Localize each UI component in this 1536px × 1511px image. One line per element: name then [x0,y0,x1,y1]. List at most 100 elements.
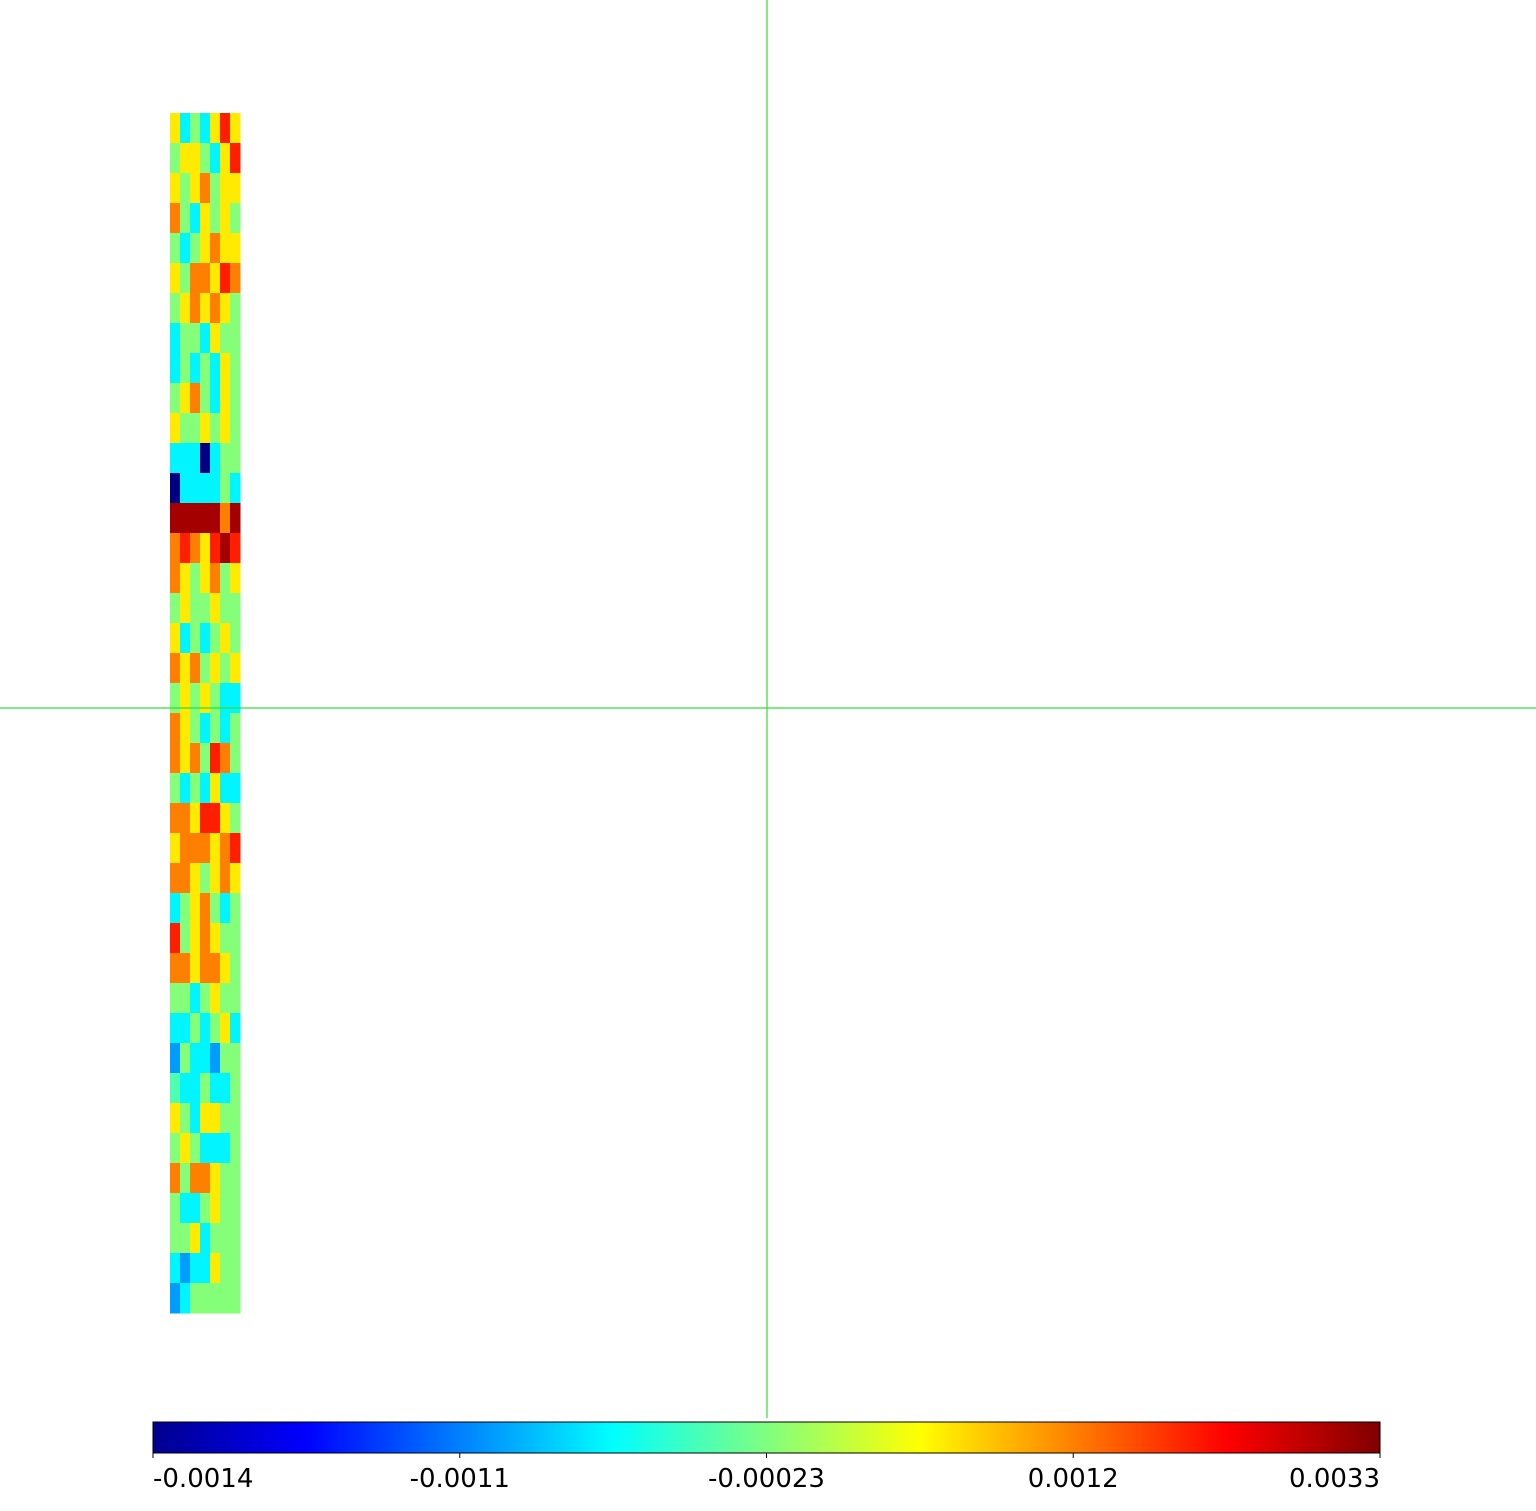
heatmap-cell [190,323,201,354]
heatmap-cell [220,293,231,324]
heatmap-cell [200,863,211,894]
heatmap-cell [220,473,231,504]
heatmap-cell [230,413,241,444]
heatmap-cell [170,1223,181,1254]
heatmap-cell [220,713,231,744]
heatmap-cell [180,533,191,564]
heatmap-cell [170,473,181,504]
heatmap-cell [180,1283,191,1314]
heatmap-cell [230,443,241,474]
heatmap-cell [210,503,221,534]
heatmap-cell [180,143,191,174]
heatmap-cell [180,593,191,624]
heatmap-cell [170,293,181,324]
heatmap-cell [180,383,191,414]
heatmap-cell [200,323,211,354]
heatmap-cell [210,1013,221,1044]
heatmap-cell [200,443,211,474]
heatmap-cell [170,203,181,234]
heatmap-cell [200,1223,211,1254]
heatmap-cell [210,1283,221,1314]
heatmap-cell [200,923,211,954]
heatmap-cell [190,503,201,534]
heatmap-cell [200,683,211,714]
heatmap-cell [170,743,181,774]
heatmap-cell [180,1163,191,1194]
heatmap-cell [220,263,231,294]
heatmap-cell [180,233,191,264]
heatmap-cell [190,1193,201,1224]
heatmap-cell [190,563,201,594]
heatmap-cell [220,1133,231,1164]
heatmap-cell [180,833,191,864]
heatmap-cell [210,323,221,354]
heatmap-cell [190,1223,201,1254]
heatmap-cell [210,953,221,984]
heatmap-cell [180,743,191,774]
heatmap-cell [170,383,181,414]
heatmap-cell [180,1103,191,1134]
heatmap-cell [230,1103,241,1134]
heatmap-cell [220,173,231,204]
heatmap-cell [220,503,231,534]
heatmap-cell [220,563,231,594]
heatmap-cell [200,473,211,504]
heatmap-cell [210,1073,221,1104]
heatmap-cell [230,953,241,984]
heatmap-cell [190,1133,201,1164]
heatmap-cell [210,773,221,804]
heatmap-cell [200,1193,211,1224]
heatmap-cell [170,1013,181,1044]
heatmap-cell [220,833,231,864]
heatmap-cell [180,443,191,474]
heatmap-cell [230,923,241,954]
heatmap-cell [220,233,231,264]
heatmap-cell [200,263,211,294]
heatmap-cell [230,563,241,594]
heatmap-cell [190,113,201,144]
heatmap-cell [220,1073,231,1104]
heatmap-cell [170,833,181,864]
heatmap-cell [210,1043,221,1074]
heatmap-cell [190,773,201,804]
heatmap-cell [190,893,201,924]
heatmap-cell [230,983,241,1014]
heatmap-cell [180,1253,191,1284]
heatmap-cell [190,1073,201,1104]
heatmap-cell [220,653,231,684]
heatmap-cell [200,713,211,744]
heatmap-cell [220,1043,231,1074]
heatmap-cell [230,1073,241,1104]
heatmap-cell [170,623,181,654]
heatmap-cell [230,293,241,324]
heatmap-cell [200,413,211,444]
heatmap-cell [230,1133,241,1164]
heatmap-cell [220,1163,231,1194]
heatmap-cell [190,713,201,744]
heatmap-cell [200,233,211,264]
heatmap-cell [180,893,191,924]
heatmap-cell [180,263,191,294]
heatmap-cell [230,323,241,354]
heatmap-cell [220,113,231,144]
heatmap-cell [220,1103,231,1134]
heatmap-cell [190,443,201,474]
heatmap-cell [220,1193,231,1224]
heatmap-cell [170,233,181,264]
heatmap-cell [220,623,231,654]
colorbar-tick-label: -0.0011 [410,1464,510,1494]
heatmap-cell [180,1043,191,1074]
heatmap-cell [200,113,211,144]
heatmap-cell [200,1133,211,1164]
heatmap-cell [210,1223,221,1254]
heatmap-cell [170,953,181,984]
heatmap-cell [200,1103,211,1134]
heatmap-cell [170,1163,181,1194]
heatmap-cell [210,713,221,744]
heatmap-cell [180,923,191,954]
heatmap-cell [230,1283,241,1314]
heatmap-cell [180,1223,191,1254]
heatmap-cell [170,143,181,174]
heatmap-cell [170,353,181,384]
heatmap-cell [180,203,191,234]
